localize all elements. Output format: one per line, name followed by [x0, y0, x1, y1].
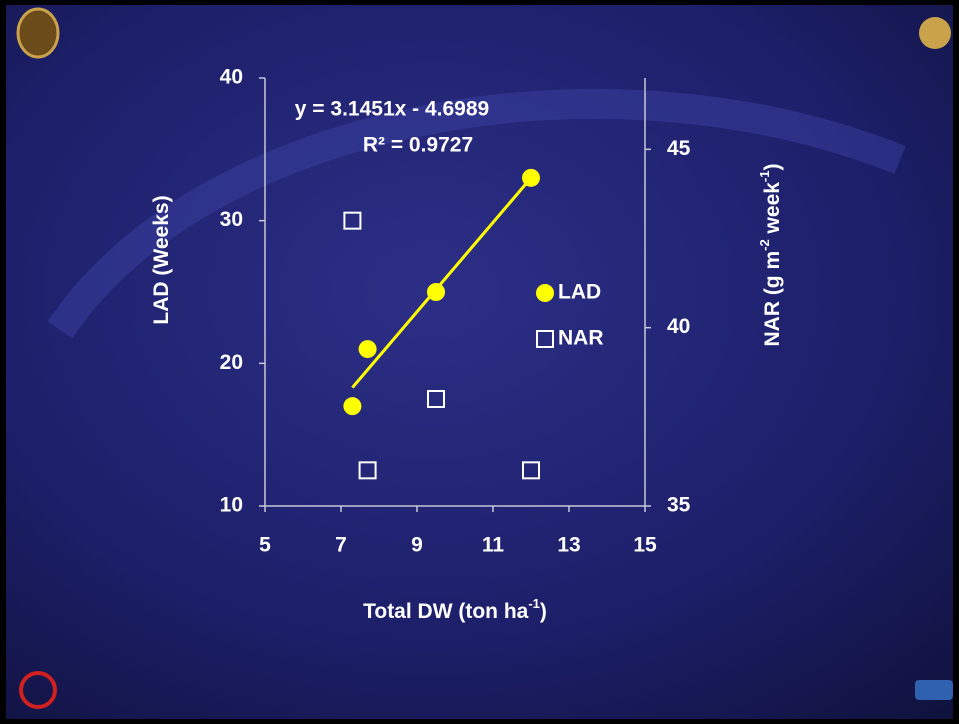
y-tick-label: 20 — [220, 351, 243, 374]
x-tick-label: 13 — [557, 534, 580, 557]
y-axis-title-part: LAD (Weeks) — [150, 195, 173, 324]
y2-tick-label: 45 — [667, 137, 691, 160]
y2-axis-title-part: NAR (g m — [761, 251, 784, 347]
point — [343, 397, 361, 415]
x-tick-label: 9 — [411, 534, 423, 557]
y2-axis-title-part: week — [761, 182, 784, 240]
x-axis-title-part: ) — [540, 600, 547, 623]
y2-axis-title-part: ) — [761, 163, 784, 170]
legend-label: LAD — [558, 281, 601, 304]
y-tick-label: 30 — [220, 208, 243, 231]
y-axis-title: LAD (Weeks) — [150, 195, 173, 324]
x-tick-label: 15 — [633, 534, 657, 557]
y2-tick-label: 40 — [667, 315, 690, 338]
legend-marker — [536, 284, 554, 302]
point — [359, 340, 377, 358]
x-tick-label: 5 — [259, 534, 271, 557]
y2-axis-title-part: -2 — [757, 239, 772, 251]
y2-tick-label: 35 — [667, 494, 691, 517]
icon-bottom-right — [915, 680, 953, 700]
point — [522, 169, 540, 187]
y-tick-label: 10 — [220, 494, 243, 517]
x-tick-label: 7 — [335, 534, 347, 557]
slide: 57911131510203040354045Total DW (ton ha-… — [0, 0, 959, 724]
x-axis-title: Total DW (ton ha-1) — [363, 596, 547, 623]
r-squared: R² = 0.9727 — [363, 134, 473, 157]
y2-axis-title: NAR (g m-2 week-1) — [757, 163, 784, 346]
x-tick-label: 11 — [482, 534, 505, 557]
logo-left — [18, 9, 58, 57]
equation: y = 3.1451x - 4.6989 — [295, 98, 489, 121]
x-axis-title-part: -1 — [528, 596, 540, 611]
point — [427, 283, 445, 301]
legend-label: NAR — [558, 327, 604, 350]
logo-right — [919, 17, 951, 49]
x-axis-title-part: Total DW (ton ha — [363, 600, 529, 623]
y2-axis-title-part: -1 — [757, 170, 772, 182]
y-tick-label: 40 — [220, 66, 243, 89]
